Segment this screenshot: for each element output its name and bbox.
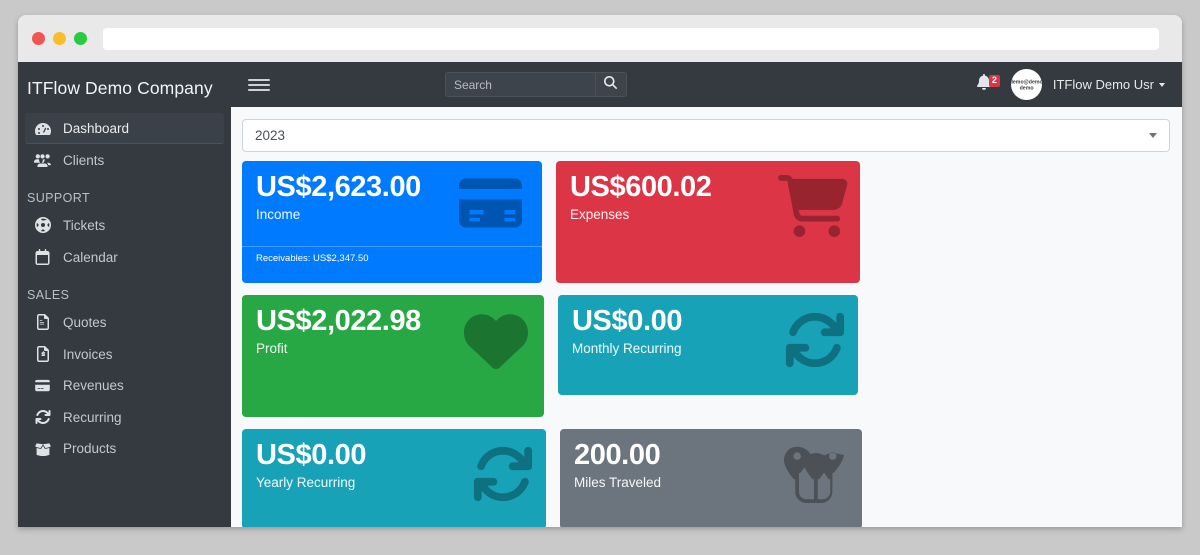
sidebar-section-sales: SALES [27,288,70,302]
lifering-icon [33,217,52,233]
chevron-down-icon [1159,82,1165,87]
app-viewport: ITFlow Demo Company Dashboard Clients [18,62,1182,527]
hamburger-icon[interactable] [248,74,270,96]
sidebar-item-label: Quotes [63,314,107,330]
stat-label: Income [256,207,301,223]
browser-chrome-bar [18,15,1182,62]
avatar-line-2: demo [1019,83,1034,91]
sidebar-item-calendar[interactable]: Calendar [25,242,224,272]
topbar: 2 demo@demo demo ITFlow Demo Usr [231,62,1182,107]
year-filter-select[interactable]: 2023 [242,119,1170,152]
route-icon [778,443,850,503]
heart-icon [460,309,532,373]
sidebar-item-label: Dashboard [63,120,130,136]
stat-card-miles-traveled[interactable]: 200.00 Miles Traveled [560,429,862,527]
browser-window: ITFlow Demo Company Dashboard Clients [18,15,1182,527]
sidebar-item-label: Products [63,441,117,456]
sync-icon [472,443,534,505]
search-icon [604,75,618,94]
sidebar-item-label: Invoices [63,346,113,362]
stat-label: Expenses [570,207,630,223]
sidebar-item-revenues[interactable]: Revenues [25,371,224,400]
sidebar-item-label: Calendar [63,249,118,265]
search-box [444,72,627,97]
search-input[interactable] [444,72,595,97]
stat-footer: Receivables: US$2,347.50 [242,246,542,272]
dashboard-icon [33,120,52,136]
sidebar-item-label: Tickets [63,217,106,233]
user-menu[interactable]: ITFlow Demo Usr [1053,77,1169,92]
notifications-button[interactable]: 2 [976,74,1000,95]
quote-file-icon [33,314,52,330]
stat-cards-grid: US$2,623.00 Income Receivables: US$2,347… [242,161,1170,527]
stat-card-yearly-recurring[interactable]: US$0.00 Yearly Recurring [242,429,546,527]
stat-label: Yearly Recurring [256,475,356,491]
sidebar-nav-support: Tickets Calendar [18,210,231,272]
year-filter-value: 2023 [255,128,286,143]
window-controls [32,32,87,45]
sidebar-item-recurring[interactable]: Recurring [25,402,224,432]
stat-value: US$2,623.00 [256,171,421,203]
stat-card-profit[interactable]: US$2,022.98 Profit [242,295,544,417]
box-icon [33,442,52,456]
sidebar-item-tickets[interactable]: Tickets [25,210,224,240]
minimize-window-button[interactable] [53,32,66,45]
sync-icon [33,409,52,425]
search-button[interactable] [594,72,627,97]
sidebar-section-support: SUPPORT [27,191,90,205]
stat-label: Profit [256,341,288,357]
user-name-label: ITFlow Demo Usr [1052,77,1154,92]
close-window-button[interactable] [32,32,45,45]
sidebar-item-label: Revenues [63,378,124,393]
avatar-line-1: demo@demo [1010,78,1042,85]
avatar[interactable]: demo@demo demo [1010,69,1042,100]
maximize-window-button[interactable] [74,32,87,45]
chevron-down-icon [1149,132,1157,138]
stat-label: Monthly Recurring [572,341,682,357]
sidebar-nav-sales: Quotes Invoices Revenues [18,307,231,463]
stat-value: US$0.00 [572,305,683,337]
sidebar-item-quotes[interactable]: Quotes [25,307,224,337]
sidebar-item-products[interactable]: Products [25,434,224,463]
credit-card-icon [33,379,52,392]
stat-value: US$2,022.98 [256,305,421,337]
stat-card-expenses[interactable]: US$600.02 Expenses [556,161,860,283]
sidebar-item-invoices[interactable]: Invoices [25,339,224,369]
sidebar-item-label: Clients [63,153,105,168]
dashboard-content: 2023 US$2,623.00 Income [231,107,1182,527]
invoice-card-icon [458,175,530,231]
main-column: 2 demo@demo demo ITFlow Demo Usr [231,62,1182,527]
sidebar-item-dashboard[interactable]: Dashboard [25,113,224,144]
topbar-right: 2 demo@demo demo ITFlow Demo Usr [976,69,1169,100]
stat-card-income[interactable]: US$2,623.00 Income Receivables: US$2,347… [242,161,542,283]
sidebar-nav-primary: Dashboard Clients [18,113,231,175]
stat-value: 200.00 [574,439,661,471]
stat-card-monthly-recurring[interactable]: US$0.00 Monthly Recurring [558,295,858,395]
invoice-file-icon [33,346,52,362]
notification-count-badge: 2 [988,75,1000,87]
sidebar: ITFlow Demo Company Dashboard Clients [18,62,231,527]
sync-icon [784,309,846,371]
sidebar-item-label: Recurring [63,409,122,425]
shopping-cart-icon [778,175,848,237]
stat-value: US$0.00 [256,439,367,471]
bell-icon [976,74,991,95]
stat-value: US$600.02 [570,171,712,203]
clients-icon [33,153,52,168]
url-input[interactable] [103,27,1159,50]
sidebar-brand[interactable]: ITFlow Demo Company [27,78,213,98]
sidebar-item-clients[interactable]: Clients [25,146,224,175]
stat-label: Miles Traveled [574,475,662,491]
calendar-icon [33,249,52,265]
